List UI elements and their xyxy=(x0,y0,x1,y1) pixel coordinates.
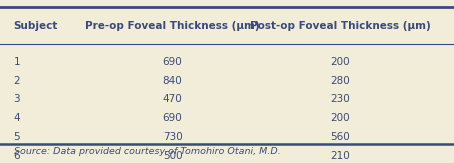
Text: Pre-op Foveal Thickness (μm): Pre-op Foveal Thickness (μm) xyxy=(85,21,260,31)
Text: Post-op Foveal Thickness (μm): Post-op Foveal Thickness (μm) xyxy=(250,21,431,31)
Text: 200: 200 xyxy=(331,113,350,123)
Text: 560: 560 xyxy=(331,132,350,142)
Text: 200: 200 xyxy=(331,57,350,67)
Text: 690: 690 xyxy=(163,57,183,67)
Text: 500: 500 xyxy=(163,151,183,161)
Text: 840: 840 xyxy=(163,76,183,86)
Text: Source: Data provided courtesy of Tomohiro Otani, M.D.: Source: Data provided courtesy of Tomohi… xyxy=(14,147,281,156)
Text: 5: 5 xyxy=(14,132,20,142)
Text: Subject: Subject xyxy=(14,21,58,31)
Text: 3: 3 xyxy=(14,94,20,104)
Text: 730: 730 xyxy=(163,132,183,142)
Text: 280: 280 xyxy=(331,76,350,86)
Text: 2: 2 xyxy=(14,76,20,86)
Text: 230: 230 xyxy=(331,94,350,104)
Text: 470: 470 xyxy=(163,94,183,104)
Text: 1: 1 xyxy=(14,57,20,67)
Text: 210: 210 xyxy=(331,151,350,161)
Text: 6: 6 xyxy=(14,151,20,161)
Text: 690: 690 xyxy=(163,113,183,123)
Text: 4: 4 xyxy=(14,113,20,123)
